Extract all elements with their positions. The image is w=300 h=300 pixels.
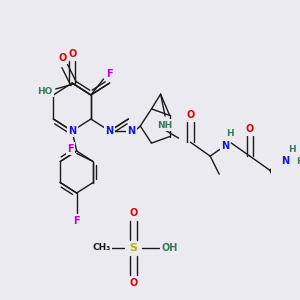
Text: H: H	[289, 145, 296, 154]
Text: O: O	[186, 110, 194, 120]
Text: N: N	[68, 126, 76, 136]
Text: NH: NH	[158, 121, 173, 130]
Text: H: H	[226, 129, 234, 138]
Text: H: H	[297, 157, 300, 166]
Text: N: N	[281, 156, 289, 166]
Text: F: F	[67, 143, 74, 154]
Text: O: O	[68, 49, 76, 59]
Text: O: O	[129, 208, 138, 218]
Text: OH: OH	[161, 243, 178, 253]
Text: O: O	[246, 124, 254, 134]
Text: CH₃: CH₃	[93, 244, 111, 253]
Text: HO: HO	[37, 86, 52, 95]
Text: S: S	[130, 243, 137, 253]
Text: N: N	[127, 126, 135, 136]
Text: F: F	[73, 216, 80, 226]
Text: N: N	[106, 126, 114, 136]
Text: O: O	[129, 278, 138, 288]
Text: O: O	[59, 53, 67, 63]
Text: F: F	[106, 69, 113, 79]
Text: N: N	[221, 141, 230, 151]
